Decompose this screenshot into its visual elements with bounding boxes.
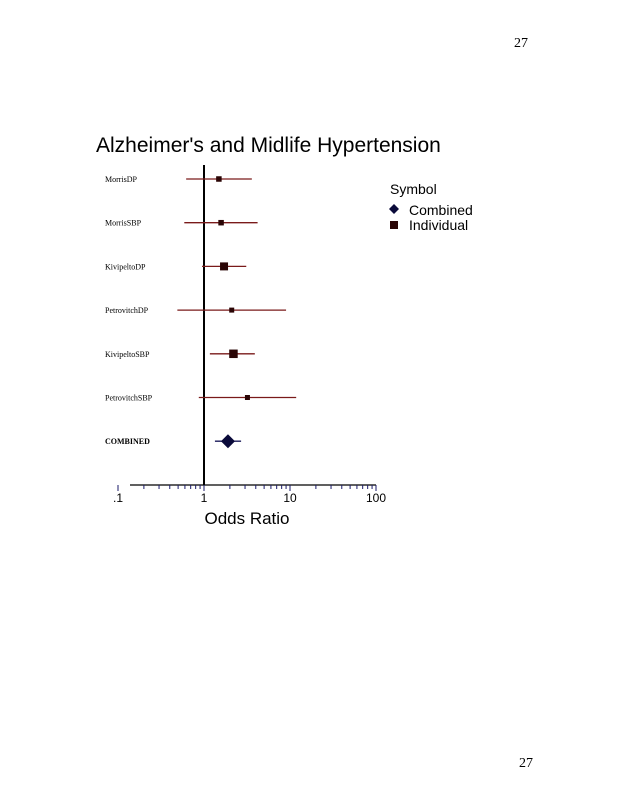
study-estimate-square bbox=[216, 176, 222, 182]
study-estimate-square bbox=[220, 262, 229, 271]
x-axis-label: Odds Ratio bbox=[204, 509, 289, 528]
x-tick-label: 100 bbox=[366, 491, 386, 505]
study-estimate-square bbox=[218, 219, 224, 226]
legend: Symbol Combined Individual bbox=[389, 181, 473, 233]
study-label: KivipeltoSBP bbox=[105, 350, 150, 359]
legend-diamond-icon bbox=[389, 204, 399, 214]
combined-estimate-diamond bbox=[220, 434, 235, 449]
chart-title: Alzheimer's and Midlife Hypertension bbox=[96, 134, 441, 157]
study-label: PetrovitchDP bbox=[105, 306, 149, 315]
legend-label-individual: Individual bbox=[409, 217, 468, 233]
page-number-bottom: 27 bbox=[519, 756, 533, 771]
page-number-top: 27 bbox=[514, 36, 528, 51]
study-estimate-square bbox=[244, 395, 250, 400]
legend-square-icon bbox=[390, 221, 398, 229]
study-label: KivipeltoDP bbox=[105, 262, 146, 271]
study-label: COMBINED bbox=[105, 437, 150, 446]
study-label: PetrovitchSBP bbox=[105, 394, 153, 403]
x-tick-label: 1 bbox=[201, 491, 208, 505]
study-label: MorrisDP bbox=[105, 175, 138, 184]
study-label: MorrisSBP bbox=[105, 219, 142, 228]
legend-title: Symbol bbox=[390, 181, 437, 197]
legend-label-combined: Combined bbox=[409, 202, 473, 218]
x-tick-label: .1 bbox=[113, 491, 123, 505]
study-estimate-square bbox=[229, 349, 238, 359]
x-tick-label: 10 bbox=[283, 491, 297, 505]
study-estimate-square bbox=[229, 307, 235, 313]
